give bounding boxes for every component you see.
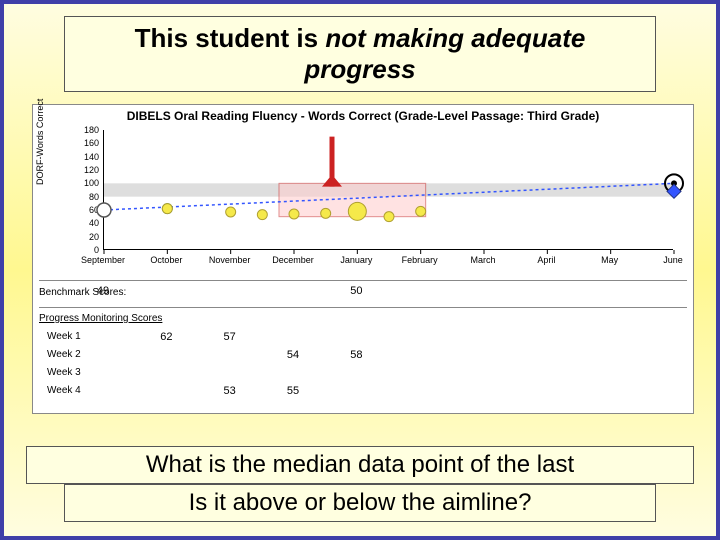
- progress-monitoring-label: Progress Monitoring Scores: [39, 313, 162, 324]
- week-label: Week 2: [47, 349, 81, 360]
- progress-value: 53: [224, 385, 236, 397]
- chart-panel: DIBELS Oral Reading Fluency - Words Corr…: [32, 104, 694, 414]
- y-tick: 20: [81, 232, 99, 242]
- progress-row: Week 1 62 57: [33, 331, 693, 349]
- y-tick: 160: [81, 138, 99, 148]
- progress-value: 57: [224, 331, 236, 343]
- y-tick: 140: [81, 152, 99, 162]
- progress-row: Week 4 53 55: [33, 385, 693, 403]
- benchmark-value: 49: [97, 285, 109, 297]
- question-box-1: What is the median data point of the las…: [26, 446, 694, 484]
- y-axis-label: DORF-Words Correct: [35, 99, 45, 185]
- progress-value: 55: [287, 385, 299, 397]
- week-label: Week 4: [47, 385, 81, 396]
- title-italic: not making adequate progress: [304, 23, 585, 84]
- question-1-text: What is the median data point of the las…: [146, 451, 574, 478]
- progress-value: 54: [287, 349, 299, 361]
- progress-rows: Week 1 62 57 Week 2 54 58 Week 3 Week 4 53 55: [33, 331, 693, 403]
- y-tick: 100: [81, 178, 99, 188]
- progress-value: 62: [160, 331, 172, 343]
- week-label: Week 1: [47, 331, 81, 342]
- y-tick: 40: [81, 218, 99, 228]
- benchmark-value: 50: [350, 285, 362, 297]
- title-box: This student is not making adequate prog…: [64, 16, 656, 92]
- y-tick: 120: [81, 165, 99, 175]
- week-label: Week 3: [47, 367, 81, 378]
- divider: [39, 280, 687, 281]
- divider: [39, 307, 687, 308]
- y-tick: 0: [81, 245, 99, 255]
- progress-row: Week 2 54 58: [33, 349, 693, 367]
- benchmark-label: Benchmark Scores:: [39, 287, 126, 298]
- chart-body: DORF-Words Correct 020406080100120140160…: [33, 125, 693, 290]
- slide-frame: This student is not making adequate prog…: [0, 0, 720, 540]
- progress-heading-row: Progress Monitoring Scores: [33, 313, 693, 329]
- plot-area: [103, 130, 673, 250]
- y-tick: 80: [81, 192, 99, 202]
- plot-svg: [104, 90, 674, 290]
- question-box-2: Is it above or below the aimline?: [64, 484, 656, 522]
- title-prefix: This student is: [135, 23, 326, 53]
- progress-row: Week 3: [33, 367, 693, 385]
- benchmark-row: Benchmark Scores: 49 50: [33, 285, 693, 305]
- y-tick: 180: [81, 125, 99, 135]
- progress-value: 58: [350, 349, 362, 361]
- question-2-text: Is it above or below the aimline?: [189, 489, 532, 516]
